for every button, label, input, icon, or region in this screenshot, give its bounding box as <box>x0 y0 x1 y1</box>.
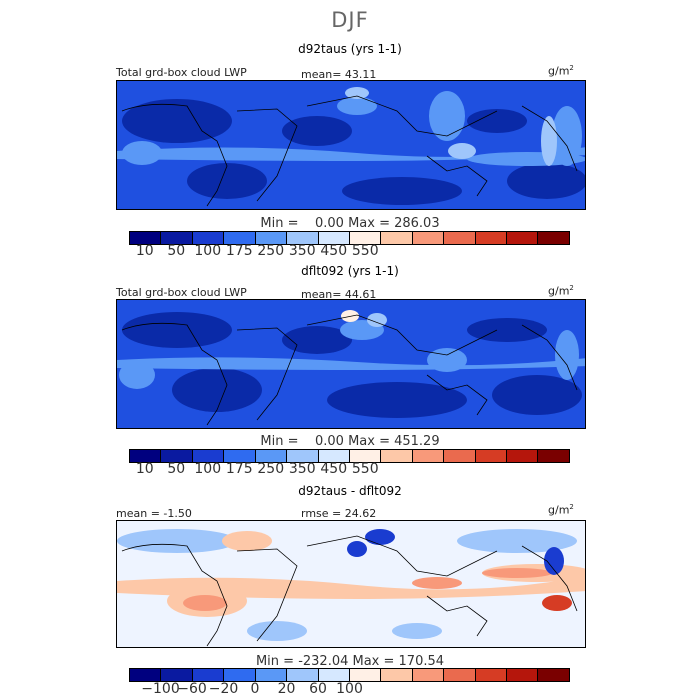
colorbar-swatch <box>287 450 319 462</box>
colorbar-swatch <box>412 669 445 681</box>
colorbar-swatch <box>224 232 256 244</box>
colorbar-swatch <box>444 232 476 244</box>
panel-3-min-max: Min = -232.04 Max = 170.54 <box>255 654 445 669</box>
panel-2-mean-label: mean= 44.61 <box>301 288 377 301</box>
colorbar-swatch <box>507 232 539 244</box>
colorbar-tick-label: 450 <box>320 461 348 477</box>
panel-2-field-label: Total grd-box cloud LWP <box>116 286 247 299</box>
colorbar-swatch <box>192 669 225 681</box>
colorbar-swatch <box>224 669 256 681</box>
panel-3-rmse-label: rmse = 24.62 <box>301 507 377 520</box>
colorbar-swatch <box>224 450 256 462</box>
colorbar-swatch <box>507 669 539 681</box>
colorbar-swatch <box>255 450 288 462</box>
colorbar-swatch <box>444 450 476 462</box>
colorbar-swatch <box>349 232 382 244</box>
colorbar-swatch <box>130 450 162 462</box>
panel-3-colorbar-ticks: −100 −60 −20 0 20 60 100 <box>129 681 570 697</box>
colorbar-swatch <box>130 669 162 681</box>
colorbar-tick-label: 20 <box>277 681 296 697</box>
colorbar-swatch <box>318 669 350 681</box>
panel-3-title: d92taus - dflt092 <box>298 484 402 498</box>
colorbar-tick-label: 0 <box>250 681 260 697</box>
panel-2-colorbar <box>129 449 570 463</box>
colorbar-tick-label: 175 <box>225 461 253 477</box>
panel-3-unit-label: g/m2 <box>548 503 574 517</box>
colorbar-tick-label: −60 <box>177 681 207 697</box>
panel-2-map-field <box>117 300 585 428</box>
colorbar-tick-label: 60 <box>309 681 327 697</box>
panel-1-mean-label: mean= 43.11 <box>301 68 377 81</box>
colorbar-swatch <box>287 232 319 244</box>
colorbar-tick-label: −100 <box>141 681 180 697</box>
panel-2-map <box>116 299 586 429</box>
colorbar-tick-label: 100 <box>194 243 222 259</box>
panel-3-colorbar <box>129 668 570 682</box>
colorbar-swatch <box>192 232 225 244</box>
colorbar-swatch <box>161 450 193 462</box>
colorbar-swatch <box>412 232 445 244</box>
colorbar-swatch <box>475 669 508 681</box>
panel-1-unit-label: g/m2 <box>548 64 574 78</box>
panel-2-unit-label: g/m2 <box>548 284 574 298</box>
colorbar-swatch <box>381 450 413 462</box>
panel-2-colorbar-ticks: 10 50 100 175 250 350 450 550 <box>129 461 570 477</box>
colorbar-swatch <box>475 450 508 462</box>
panel-1-title: d92taus (yrs 1-1) <box>298 42 402 56</box>
panel-3-mean-label: mean = -1.50 <box>116 507 192 520</box>
colorbar-swatch <box>475 232 508 244</box>
colorbar-tick-label: 50 <box>167 461 186 477</box>
colorbar-swatch <box>161 232 193 244</box>
panel-1-map <box>116 80 586 210</box>
colorbar-swatch <box>538 669 569 681</box>
colorbar-swatch <box>349 669 382 681</box>
colorbar-tick-label: 10 <box>135 461 154 477</box>
colorbar-swatch <box>130 232 162 244</box>
colorbar-tick-label: 175 <box>225 243 253 259</box>
colorbar-tick-label: −20 <box>208 681 239 697</box>
panel-2-min-max: Min = 0.00 Max = 451.29 <box>260 434 440 449</box>
colorbar-swatch <box>381 669 413 681</box>
panel-1-colorbar-ticks: 10 50 100 175 250 350 450 550 <box>129 243 570 259</box>
panel-1-field-label: Total grd-box cloud LWP <box>116 66 247 79</box>
panel-1-min-max: Min = 0.00 Max = 286.03 <box>260 216 440 231</box>
colorbar-swatch <box>161 669 193 681</box>
colorbar-tick-label: 10 <box>135 243 154 259</box>
colorbar-swatch <box>538 450 569 462</box>
panel-2-title: dflt092 (yrs 1-1) <box>301 264 399 278</box>
colorbar-swatch <box>255 669 288 681</box>
panel-3-map <box>116 520 586 648</box>
colorbar-swatch <box>444 669 476 681</box>
colorbar-swatch <box>192 450 225 462</box>
colorbar-tick-label: 250 <box>257 243 285 259</box>
colorbar-swatch <box>318 450 350 462</box>
panel-1-colorbar <box>129 231 570 245</box>
panel-1-map-field <box>117 81 585 209</box>
colorbar-swatch <box>507 450 539 462</box>
colorbar-tick-label: 100 <box>194 461 222 477</box>
colorbar-swatch <box>255 232 288 244</box>
colorbar-tick-label: 350 <box>288 243 316 259</box>
colorbar-tick-label: 550 <box>351 243 379 259</box>
colorbar-swatch <box>318 232 350 244</box>
colorbar-tick-label: 450 <box>320 243 348 259</box>
colorbar-tick-label: 50 <box>167 243 186 259</box>
season-title: DJF <box>331 8 369 32</box>
panel-3-map-field <box>117 521 585 647</box>
colorbar-tick-label: 100 <box>336 681 363 697</box>
colorbar-swatch <box>538 232 569 244</box>
colorbar-tick-label: 550 <box>351 461 379 477</box>
colorbar-swatch <box>412 450 445 462</box>
colorbar-swatch <box>381 232 413 244</box>
colorbar-swatch <box>287 669 319 681</box>
colorbar-swatch <box>349 450 382 462</box>
colorbar-tick-label: 350 <box>288 461 316 477</box>
colorbar-tick-label: 250 <box>257 461 285 477</box>
